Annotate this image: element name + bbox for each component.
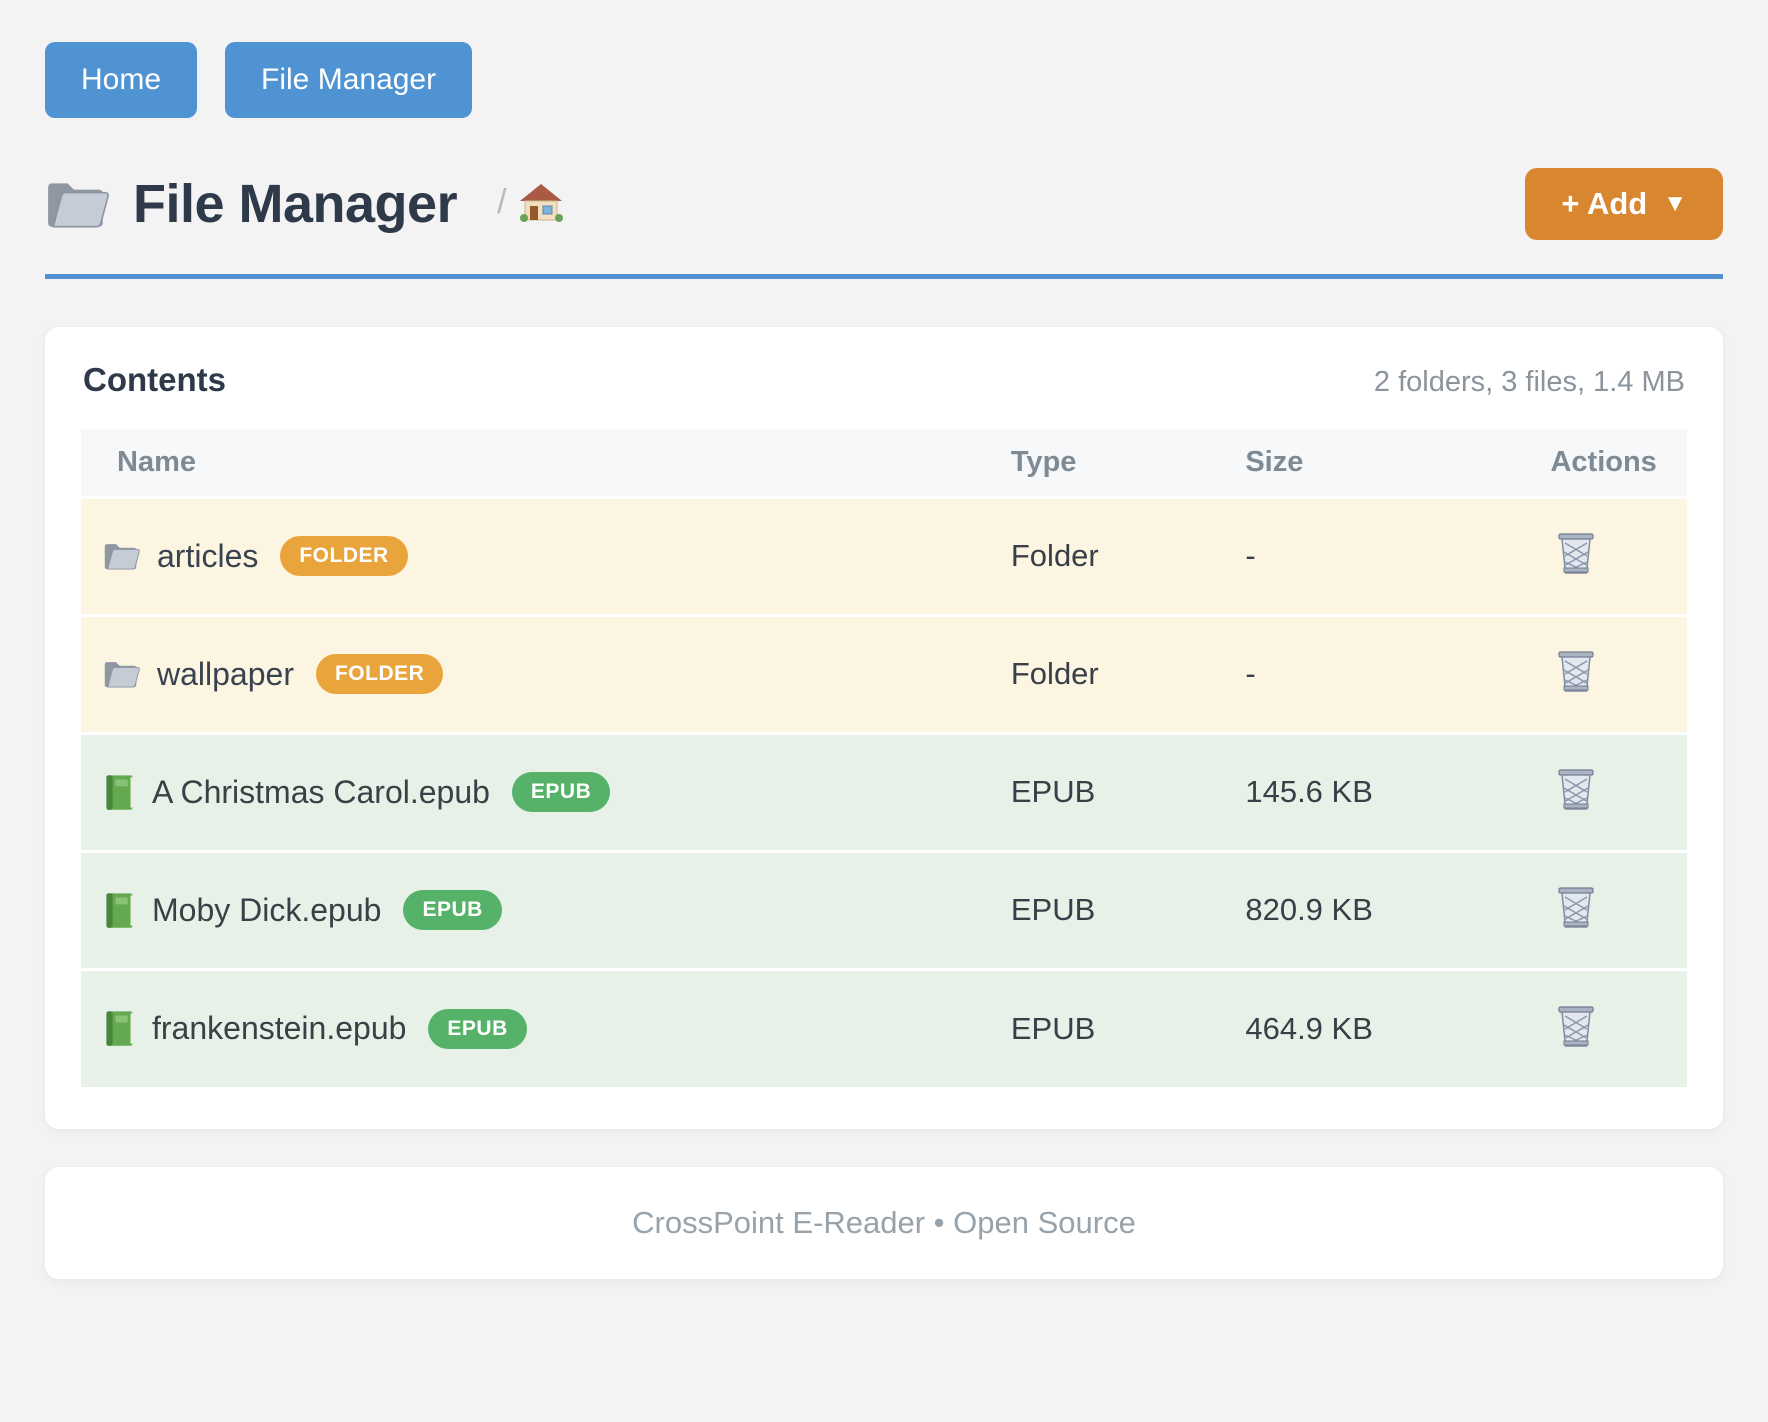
trash-icon	[1556, 532, 1596, 576]
breadcrumb: /	[497, 182, 564, 226]
trash-icon	[1556, 886, 1596, 930]
file-type-badge: EPUB	[428, 1008, 527, 1049]
add-button-label: + Add	[1561, 186, 1648, 221]
trash-icon	[1556, 768, 1596, 812]
table-row[interactable]: articles FOLDER Folder -	[81, 497, 1687, 615]
column-header-name: Name	[81, 429, 1011, 497]
table-row[interactable]: A Christmas Carol.epub EPUB EPUB 145.6 K…	[81, 733, 1687, 851]
file-type-cell: EPUB	[1010, 892, 1096, 927]
file-type-badge: FOLDER	[280, 536, 408, 576]
folder-icon	[45, 175, 111, 233]
book-icon	[103, 773, 136, 812]
file-type-badge: EPUB	[511, 772, 611, 812]
column-header-actions: Actions	[1550, 429, 1687, 497]
table-header-row: Name Type Size Actions	[81, 429, 1687, 497]
delete-button[interactable]	[1550, 528, 1602, 580]
file-name: articles	[157, 537, 259, 574]
contents-card: Contents 2 folders, 3 files, 1.4 MB Name…	[45, 327, 1723, 1129]
file-type-cell: Folder	[1010, 656, 1099, 691]
add-button[interactable]: + Add ▼	[1525, 168, 1723, 240]
file-size-cell: 820.9 KB	[1245, 892, 1373, 927]
file-name: frankenstein.epub	[152, 1010, 407, 1047]
delete-button[interactable]	[1550, 882, 1602, 934]
file-table: Name Type Size Actions articles FOLDER F…	[81, 429, 1687, 1087]
delete-button[interactable]	[1550, 764, 1602, 816]
delete-button[interactable]	[1550, 646, 1602, 698]
file-type-badge: FOLDER	[315, 654, 444, 694]
breadcrumb-separator: /	[497, 183, 507, 221]
contents-title: Contents	[83, 361, 226, 398]
file-name: A Christmas Carol.epub	[152, 773, 490, 810]
home-icon[interactable]	[519, 182, 564, 223]
column-header-type: Type	[1010, 429, 1246, 497]
footer-text: CrossPoint E-Reader • Open Source	[632, 1205, 1136, 1240]
file-size-cell: -	[1245, 656, 1256, 691]
table-row[interactable]: wallpaper FOLDER Folder -	[81, 615, 1687, 733]
table-row[interactable]: frankenstein.epub EPUB EPUB 464.9 KB	[81, 969, 1687, 1087]
file-type-cell: EPUB	[1010, 774, 1096, 809]
file-type-cell: Folder	[1010, 538, 1099, 573]
delete-button[interactable]	[1550, 1001, 1602, 1053]
file-manager-button[interactable]: File Manager	[225, 42, 473, 118]
folder-icon	[103, 657, 141, 691]
top-nav: Home File Manager	[45, 42, 1723, 118]
file-name: Moby Dick.epub	[152, 891, 382, 928]
table-row[interactable]: Moby Dick.epub EPUB EPUB 820.9 KB	[81, 851, 1687, 969]
title-divider	[45, 274, 1723, 279]
file-size-cell: 145.6 KB	[1245, 774, 1373, 809]
file-name: wallpaper	[157, 655, 294, 692]
contents-summary: 2 folders, 3 files, 1.4 MB	[1373, 366, 1685, 398]
file-type-cell: EPUB	[1010, 1010, 1096, 1046]
footer-card: CrossPoint E-Reader • Open Source	[45, 1167, 1723, 1279]
folder-icon	[103, 539, 141, 573]
file-type-badge: EPUB	[403, 890, 502, 930]
page-title: File Manager	[133, 174, 458, 234]
column-header-size: Size	[1245, 429, 1551, 497]
chevron-down-icon: ▼	[1663, 190, 1687, 217]
trash-icon	[1556, 650, 1596, 694]
home-button[interactable]: Home	[45, 42, 198, 118]
file-table-body: articles FOLDER Folder - wallpaper FOLDE…	[81, 497, 1687, 1087]
book-icon	[103, 1009, 136, 1048]
trash-icon	[1556, 1005, 1596, 1049]
file-size-cell: 464.9 KB	[1245, 1010, 1373, 1046]
book-icon	[103, 891, 136, 930]
file-size-cell: -	[1245, 538, 1256, 573]
page-header: File Manager / + Add ▼	[45, 168, 1723, 240]
